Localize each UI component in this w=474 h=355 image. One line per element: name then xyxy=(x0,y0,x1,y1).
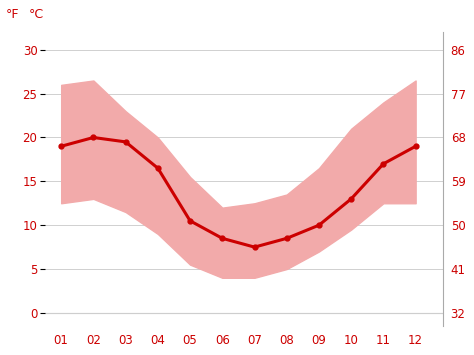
Text: °C: °C xyxy=(29,7,44,21)
Text: °F: °F xyxy=(5,7,19,21)
